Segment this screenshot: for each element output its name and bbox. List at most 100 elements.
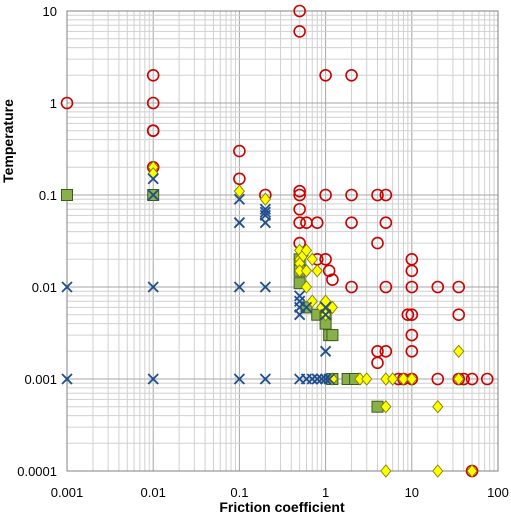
diamond-point: [233, 184, 245, 198]
diamond-point: [300, 264, 313, 278]
x-point: [323, 373, 335, 385]
circle-point: [401, 308, 415, 321]
x-point: [233, 217, 246, 229]
x-point: [233, 373, 246, 385]
x-point: [147, 373, 159, 385]
circle-point: [379, 188, 393, 202]
diamond-point: [387, 372, 399, 386]
x-tick-label: 0.1: [230, 485, 248, 500]
y-tick-label: 0.001: [24, 372, 57, 387]
plot-area-border: [66, 10, 499, 472]
circle-point: [405, 308, 419, 321]
y-axis-ticks: 0.0001 0.001 0.01 0.1 1 10: [17, 4, 57, 479]
circle-point: [371, 236, 384, 250]
y-tick-label: 0.1: [39, 188, 57, 203]
circle-point: [319, 253, 332, 266]
circle-point: [379, 280, 393, 294]
diamond-point: [326, 372, 339, 386]
y-tick-label: 0.0001: [17, 464, 57, 479]
circle-point: [345, 280, 358, 294]
x-point: [319, 373, 332, 385]
diamond-point: [397, 372, 410, 386]
x-point: [306, 373, 318, 385]
circle-point: [405, 280, 419, 294]
circle-point: [379, 345, 393, 358]
x-point: [294, 290, 306, 302]
x-tick-label: 0.001: [51, 485, 84, 500]
x-tick-label: 10: [405, 485, 419, 500]
diamond-point: [432, 464, 444, 478]
circle-point: [146, 124, 160, 137]
x-point: [61, 281, 73, 293]
circle-point: [293, 25, 306, 38]
square-point: [326, 329, 339, 342]
y-tick-label: 1: [50, 96, 57, 111]
circle-point: [345, 69, 358, 82]
y-tick-label: 10: [43, 4, 57, 19]
circle-point: [431, 280, 445, 294]
circle-point: [310, 216, 324, 229]
circle-point: [293, 188, 306, 202]
circle-point: [345, 216, 358, 229]
x-axis-title: Friction coefficient: [219, 499, 345, 515]
circle-point: [371, 188, 384, 202]
y-axis-title: Temperature: [0, 99, 16, 183]
diamond-point: [300, 280, 313, 294]
circle-point: [60, 96, 74, 110]
circle-point: [379, 216, 393, 229]
x-point: [300, 301, 313, 314]
diamond-point: [380, 399, 392, 414]
x-tick-label: 1: [322, 485, 329, 500]
circle-point: [345, 188, 358, 202]
circle-point: [293, 216, 306, 229]
gridlines: [66, 11, 498, 472]
x-point: [259, 206, 271, 218]
circle-point: [319, 188, 332, 202]
diamond-point: [259, 192, 271, 206]
diamond-point: [361, 372, 373, 386]
circle-point: [431, 372, 445, 386]
x-point: [147, 281, 159, 293]
circle-point: [465, 372, 479, 386]
circle-point: [405, 345, 419, 358]
diamond-point: [432, 399, 444, 414]
x-point: [61, 373, 73, 385]
plot-background: [67, 11, 498, 471]
square-point: [61, 189, 73, 201]
circle-point: [233, 144, 246, 158]
x-point: [311, 373, 323, 385]
circle-point: [326, 273, 339, 287]
circle-point: [146, 96, 160, 110]
circle-point: [233, 172, 246, 186]
x-tick-label: 100: [487, 485, 509, 500]
x-point: [147, 189, 159, 201]
diamond-point: [453, 344, 465, 359]
diamond-point: [453, 372, 465, 386]
circle-point: [452, 280, 465, 294]
x-point: [259, 217, 271, 229]
x-point: [259, 373, 271, 385]
circle-point: [371, 356, 384, 370]
x-tick-label: 0.01: [141, 485, 166, 500]
circle-point: [452, 308, 465, 321]
diamond-point: [306, 252, 318, 267]
circle-point: [146, 69, 160, 82]
x-point: [147, 173, 159, 185]
x-point: [233, 281, 246, 293]
circle-point: [293, 4, 306, 18]
circle-point: [405, 328, 419, 342]
diamond-point: [300, 243, 313, 258]
x-point: [259, 281, 271, 293]
diamond-point: [311, 264, 323, 278]
x-axis-ticks: 0.001 0.01 0.1 1 10 100: [51, 485, 509, 500]
diamond-point: [466, 464, 478, 478]
diamond-point: [380, 464, 392, 478]
circle-point: [319, 69, 332, 82]
circle-point: [293, 202, 306, 216]
circle-point: [480, 372, 494, 386]
data-points: [60, 4, 494, 478]
y-tick-label: 0.01: [32, 280, 57, 295]
x-point: [319, 309, 332, 321]
circle-point: [293, 184, 306, 198]
